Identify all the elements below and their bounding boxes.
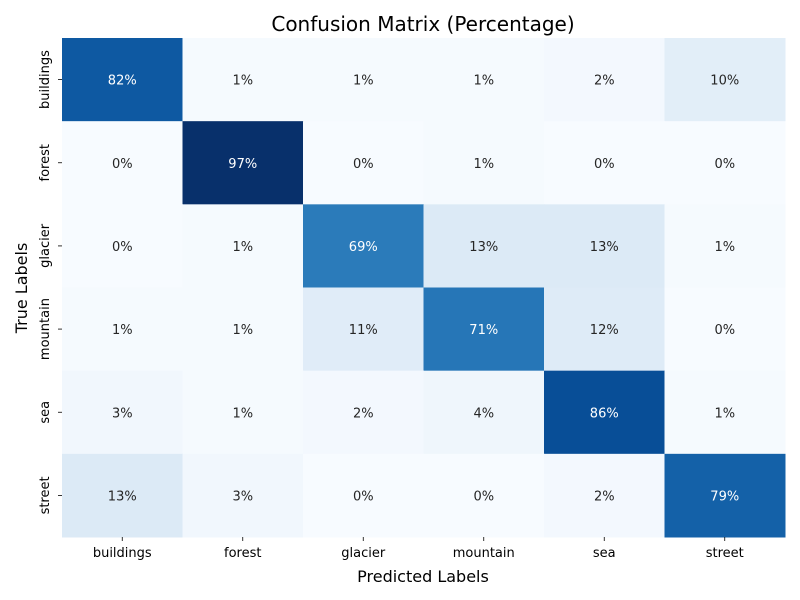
cell-value-label: 97% — [228, 157, 257, 172]
heatmap-cell — [182, 204, 304, 288]
heatmap-cell — [423, 370, 545, 455]
heatmap-cell — [423, 204, 545, 288]
cell-value-label: 13% — [108, 489, 137, 504]
x-axis-ticks: buildings forest glacier mountain sea street — [93, 537, 744, 561]
cell-value-label: 3% — [232, 489, 253, 504]
heatmap-cell — [544, 287, 665, 372]
x-tick-label: buildings — [93, 546, 152, 561]
heatmap-cell — [303, 38, 424, 122]
heatmap-cell — [62, 370, 183, 455]
cell-value-label: 1% — [353, 74, 374, 89]
heatmap-cell — [664, 121, 786, 205]
cell-value-label: 82% — [108, 74, 137, 89]
heatmap-cell — [423, 121, 545, 205]
cell-value-label: 0% — [714, 323, 735, 338]
cell-value-label: 1% — [232, 406, 253, 421]
cell-value-label: 0% — [714, 157, 735, 172]
heatmap-cell — [544, 370, 665, 455]
cell-value-label: 2% — [353, 406, 374, 421]
heatmap-cell — [664, 204, 786, 288]
x-tick-label: sea — [593, 546, 616, 561]
cell-value-label: 69% — [349, 240, 378, 255]
cell-value-label: 10% — [710, 74, 739, 89]
cell-value-label: 0% — [353, 157, 374, 172]
cell-value-label: 1% — [714, 406, 735, 421]
heatmap-cell — [544, 453, 665, 538]
x-tick-label: mountain — [453, 546, 515, 561]
x-tick-label: glacier — [341, 546, 386, 561]
cell-value-labels: 82% 1% 1% 1% 2% 10% 0% 97% 0% 1% 0% 0% 0% 1% 69% 13% 13%… — [108, 74, 739, 505]
heatmap-cell — [423, 453, 545, 538]
y-tick-label: mountain — [38, 298, 53, 360]
heatmap-cell — [664, 287, 786, 372]
x-tick-label: forest — [224, 546, 261, 561]
cell-value-label: 1% — [232, 240, 253, 255]
cell-value-label: 1% — [714, 240, 735, 255]
heatmap-cell — [62, 287, 183, 372]
heatmap-cell — [544, 204, 665, 288]
heatmap-cell — [664, 453, 786, 538]
heatmap-cell — [62, 453, 183, 538]
cell-value-label: 1% — [112, 323, 133, 338]
heatmap-cells — [62, 38, 786, 538]
heatmap-cell — [303, 370, 424, 455]
heatmap-cell — [182, 38, 304, 122]
cell-value-label: 2% — [594, 489, 615, 504]
y-tick-label: buildings — [38, 50, 53, 109]
heatmap-cell — [664, 38, 786, 122]
heatmap-cell — [423, 38, 545, 122]
heatmap-cell — [62, 38, 183, 122]
heatmap-cell — [182, 287, 304, 372]
cell-value-label: 1% — [473, 74, 494, 89]
cell-value-label: 3% — [112, 406, 133, 421]
heatmap-cell — [182, 370, 304, 455]
heatmap-cell — [303, 453, 424, 538]
y-axis-label: True Labels — [12, 243, 31, 335]
heatmap-cell — [62, 204, 183, 288]
y-tick-label: street — [38, 476, 53, 514]
cell-value-label: 86% — [590, 406, 619, 421]
cell-value-label: 0% — [112, 157, 133, 172]
cell-value-label: 13% — [590, 240, 619, 255]
cell-value-label: 71% — [469, 323, 498, 338]
heatmap-cell — [182, 453, 304, 538]
cell-value-label: 0% — [473, 489, 494, 504]
chart-title: Confusion Matrix (Percentage) — [271, 12, 574, 36]
cell-value-label: 1% — [473, 157, 494, 172]
heatmap-cell — [303, 204, 424, 288]
heatmap-cell — [62, 121, 183, 205]
cell-value-label: 0% — [112, 240, 133, 255]
x-tick-label: street — [706, 546, 744, 561]
heatmap-cell — [423, 287, 545, 372]
heatmap-cell — [182, 121, 304, 205]
heatmap-cell — [544, 121, 665, 205]
cell-value-label: 1% — [232, 323, 253, 338]
cell-value-label: 1% — [232, 74, 253, 89]
x-axis-label: Predicted Labels — [357, 567, 489, 586]
y-tick-label: glacier — [38, 223, 53, 268]
cell-value-label: 11% — [349, 323, 378, 338]
cell-value-label: 0% — [353, 489, 374, 504]
heatmap-cell — [303, 287, 424, 372]
cell-value-label: 13% — [469, 240, 498, 255]
cell-value-label: 0% — [594, 157, 615, 172]
heatmap-cell — [303, 121, 424, 205]
cell-value-label: 12% — [590, 323, 619, 338]
y-axis-ticks: buildings forest glacier mountain sea street — [38, 50, 62, 514]
heatmap-cell — [664, 370, 786, 455]
cell-value-label: 79% — [710, 489, 739, 504]
cell-value-label: 4% — [473, 406, 494, 421]
y-tick-label: sea — [38, 401, 53, 424]
cell-value-label: 2% — [594, 74, 615, 89]
heatmap-cell — [544, 38, 665, 122]
y-tick-label: forest — [38, 144, 53, 181]
